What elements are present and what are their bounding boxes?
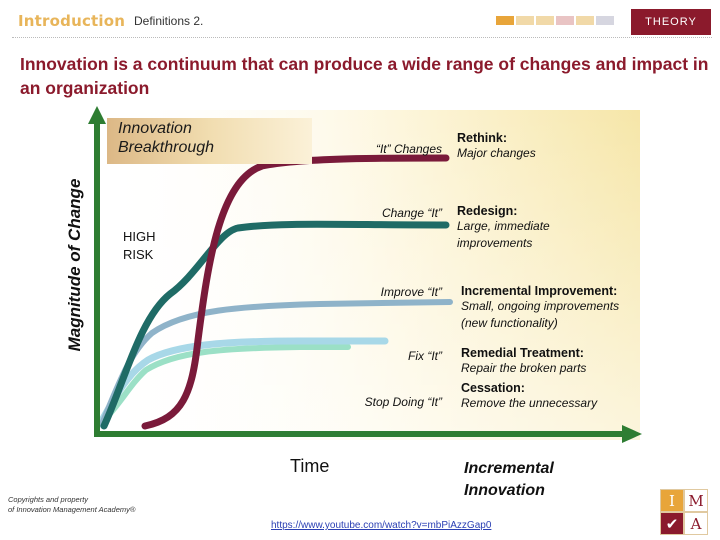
- level-rethink: Rethink: Major changes: [457, 131, 536, 162]
- ima-logo: I M ✔ A: [660, 489, 708, 535]
- level-description: Remove the unnecessary: [461, 396, 598, 410]
- risk-line-1: HIGH: [123, 229, 156, 244]
- curve-label-it-changes: “It” Changes: [375, 142, 442, 156]
- breakthrough-banner: [107, 118, 312, 164]
- logo-tile: M: [684, 489, 708, 512]
- theory-badge[interactable]: THEORY: [631, 9, 711, 35]
- copyright-line-1: Copyrights and property: [8, 495, 89, 504]
- level-description: Repair the broken parts: [461, 361, 587, 375]
- logo-tile: I: [660, 489, 684, 512]
- change-curve: [97, 344, 351, 427]
- level-heading: Rethink:: [457, 131, 507, 145]
- progress-step[interactable]: [596, 16, 614, 25]
- level-cessation: Cessation: Remove the unnecessary: [461, 381, 597, 412]
- level-redesign: Redesign: Large, immediate improvements: [457, 204, 550, 252]
- youtube-link[interactable]: https://www.youtube.com/watch?v=mbPiAzzG…: [271, 520, 492, 531]
- progress-step[interactable]: [556, 16, 574, 25]
- level-heading: Redesign:: [457, 204, 518, 218]
- level-description: Small, ongoing improvements: [461, 299, 620, 313]
- breadcrumb: Definitions 2.: [134, 14, 204, 28]
- y-axis-arrow: [88, 106, 106, 124]
- breakthrough-line-2: Breakthrough: [118, 139, 215, 156]
- x-axis-label: Time: [290, 456, 330, 476]
- logo-tile: ✔: [660, 512, 684, 535]
- progress-step[interactable]: [576, 16, 594, 25]
- y-axis-label: Magnitude of Change: [65, 178, 84, 352]
- high-risk-label: HIGH RISK: [123, 228, 156, 264]
- level-heading: Cessation:: [461, 381, 525, 395]
- level-description: improvements: [457, 236, 533, 250]
- curve-label-change-it: Change “It”: [381, 206, 442, 220]
- header-divider: [12, 37, 712, 38]
- progress-step[interactable]: [516, 16, 534, 25]
- level-remedial-treatment: Remedial Treatment: Repair the broken pa…: [461, 346, 586, 377]
- progress-step[interactable]: [536, 16, 554, 25]
- level-heading: Incremental Improvement:: [461, 284, 618, 298]
- curve-label-improve-it: Improve “It”: [380, 285, 442, 299]
- page-headline: Innovation is a continuum that can produ…: [20, 54, 709, 98]
- progress-indicator[interactable]: [496, 16, 614, 26]
- level-incremental-improvement: Incremental Improvement: Small, ongoing …: [461, 284, 619, 332]
- incremental-line-2: Innovation: [464, 482, 545, 499]
- risk-line-2: RISK: [123, 247, 154, 262]
- copyright-line-2: of Innovation Management Academy®: [8, 505, 136, 514]
- curve-label-stop-doing-it: Stop Doing “It”: [364, 395, 442, 409]
- level-description: Large, immediate: [457, 219, 550, 233]
- section-title: Introduction: [18, 12, 126, 30]
- incremental-innovation-label: Incremental Innovation: [464, 458, 554, 502]
- progress-step[interactable]: [496, 16, 514, 25]
- logo-tile: A: [684, 512, 708, 535]
- breakthrough-label: Innovation Breakthrough: [118, 119, 214, 157]
- level-heading: Remedial Treatment:: [461, 346, 584, 360]
- incremental-line-1: Incremental: [464, 460, 554, 477]
- curve-label-fix-it: Fix “It”: [408, 349, 442, 363]
- breakthrough-line-1: Innovation: [118, 120, 192, 137]
- x-axis-arrow: [622, 425, 642, 443]
- level-description: Major changes: [457, 146, 536, 160]
- level-description: (new functionality): [461, 316, 558, 330]
- change-curve: [141, 154, 450, 430]
- copyright-notice: Copyrights and property of Innovation Ma…: [8, 495, 135, 515]
